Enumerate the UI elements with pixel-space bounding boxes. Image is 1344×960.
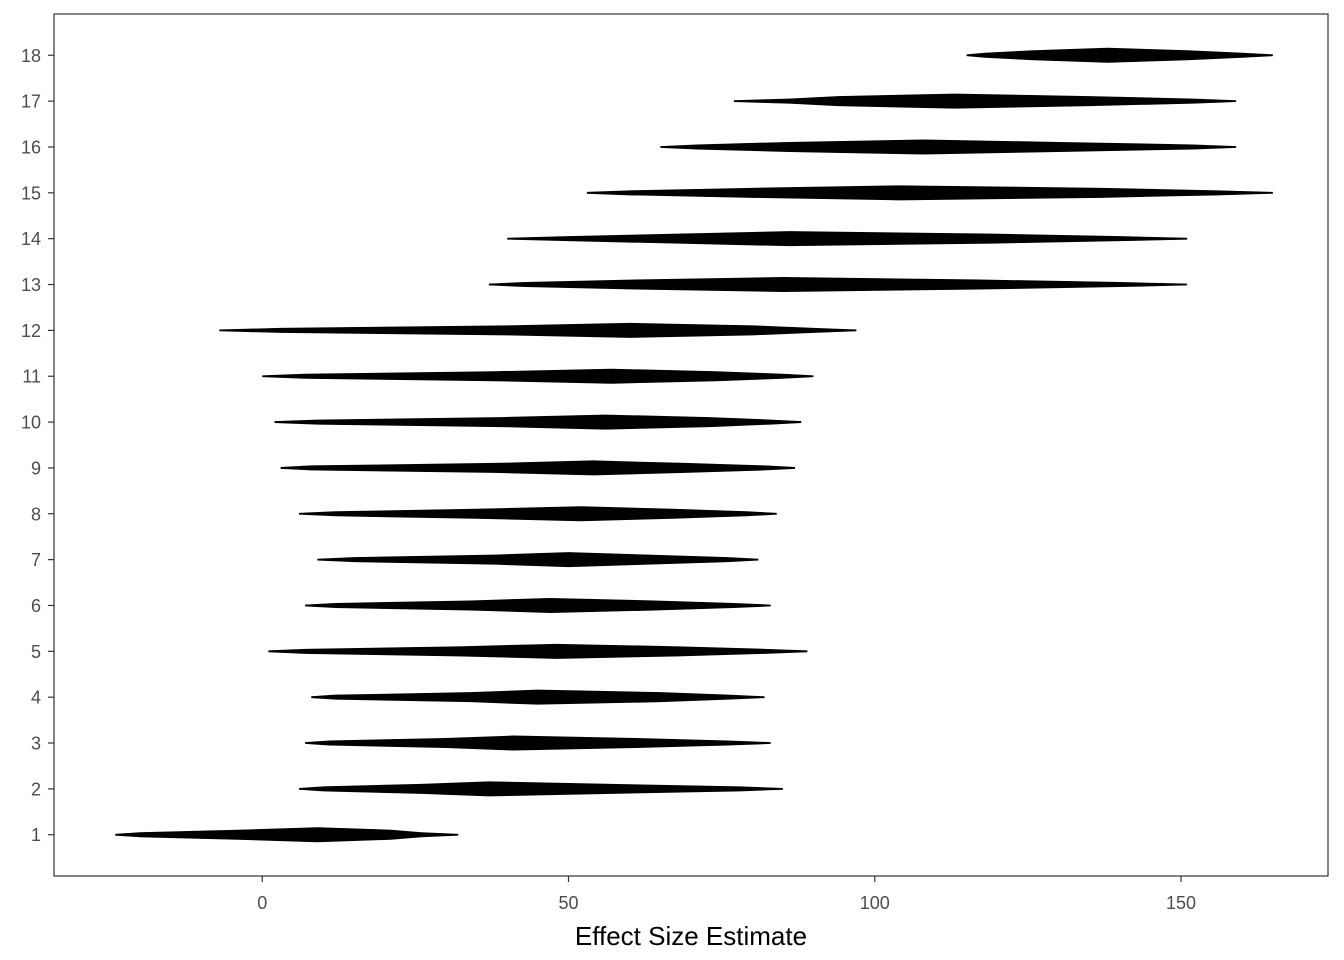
y-tick-label: 2 bbox=[31, 779, 41, 799]
y-tick-label: 8 bbox=[31, 504, 41, 524]
y-tick-label: 7 bbox=[31, 550, 41, 570]
y-tick-label: 6 bbox=[31, 596, 41, 616]
interval-shape bbox=[305, 597, 771, 613]
y-tick-label: 13 bbox=[21, 275, 41, 295]
y-tick-label: 12 bbox=[21, 321, 41, 341]
interval-shape bbox=[966, 47, 1273, 63]
x-axis-title: Effect Size Estimate bbox=[575, 921, 807, 951]
interval-row-5 bbox=[268, 643, 808, 659]
y-tick-label: 5 bbox=[31, 642, 41, 662]
interval-shape bbox=[299, 506, 777, 522]
interval-shape bbox=[280, 460, 796, 476]
y-tick-label: 15 bbox=[21, 183, 41, 203]
x-axis: 0 50 100 150 bbox=[257, 876, 1196, 913]
interval-shape bbox=[299, 781, 783, 797]
y-tick-label: 11 bbox=[22, 367, 41, 387]
interval-shape bbox=[507, 231, 1188, 247]
interval-shape bbox=[660, 139, 1237, 155]
interval-shape bbox=[586, 185, 1273, 201]
panel-border bbox=[53, 13, 1329, 877]
y-tick-label: 17 bbox=[21, 92, 41, 112]
y-tick-label: 10 bbox=[21, 413, 41, 433]
x-tick-label: 50 bbox=[558, 893, 578, 913]
interval-row-1 bbox=[115, 827, 459, 843]
interval-row-14 bbox=[507, 231, 1188, 247]
interval-row-12 bbox=[219, 322, 857, 338]
y-tick-label: 1 bbox=[31, 825, 41, 845]
y-tick-label: 16 bbox=[21, 137, 41, 157]
interval-row-18 bbox=[966, 47, 1273, 63]
interval-row-4 bbox=[311, 689, 765, 705]
interval-row-2 bbox=[299, 781, 783, 797]
interval-row-17 bbox=[733, 93, 1237, 109]
interval-shape bbox=[115, 827, 459, 843]
x-tick-label: 100 bbox=[860, 893, 890, 913]
interval-row-7 bbox=[317, 552, 759, 568]
x-tick-label: 0 bbox=[257, 893, 267, 913]
interval-row-6 bbox=[305, 597, 771, 613]
interval-shape bbox=[305, 735, 771, 751]
interval-shape bbox=[488, 277, 1188, 293]
y-tick-label: 3 bbox=[31, 734, 41, 754]
y-tick-label: 14 bbox=[21, 229, 41, 249]
interval-row-10 bbox=[274, 414, 802, 430]
interval-shape bbox=[268, 643, 808, 659]
interval-row-3 bbox=[305, 735, 771, 751]
x-tick-label: 150 bbox=[1166, 893, 1196, 913]
interval-row-11 bbox=[262, 368, 814, 384]
interval-row-15 bbox=[586, 185, 1273, 201]
interval-shape bbox=[262, 368, 814, 384]
interval-row-9 bbox=[280, 460, 796, 476]
interval-row-13 bbox=[488, 277, 1188, 293]
y-tick-label: 4 bbox=[31, 688, 41, 708]
interval-row-8 bbox=[299, 506, 777, 522]
interval-shape bbox=[733, 93, 1237, 109]
interval-shape bbox=[317, 552, 759, 568]
interval-shape bbox=[219, 322, 857, 338]
y-tick-label: 18 bbox=[21, 46, 41, 66]
interval-marks bbox=[115, 47, 1273, 843]
y-tick-label: 9 bbox=[31, 458, 41, 478]
interval-shape bbox=[274, 414, 802, 430]
interval-shape bbox=[311, 689, 765, 705]
interval-row-16 bbox=[660, 139, 1237, 155]
